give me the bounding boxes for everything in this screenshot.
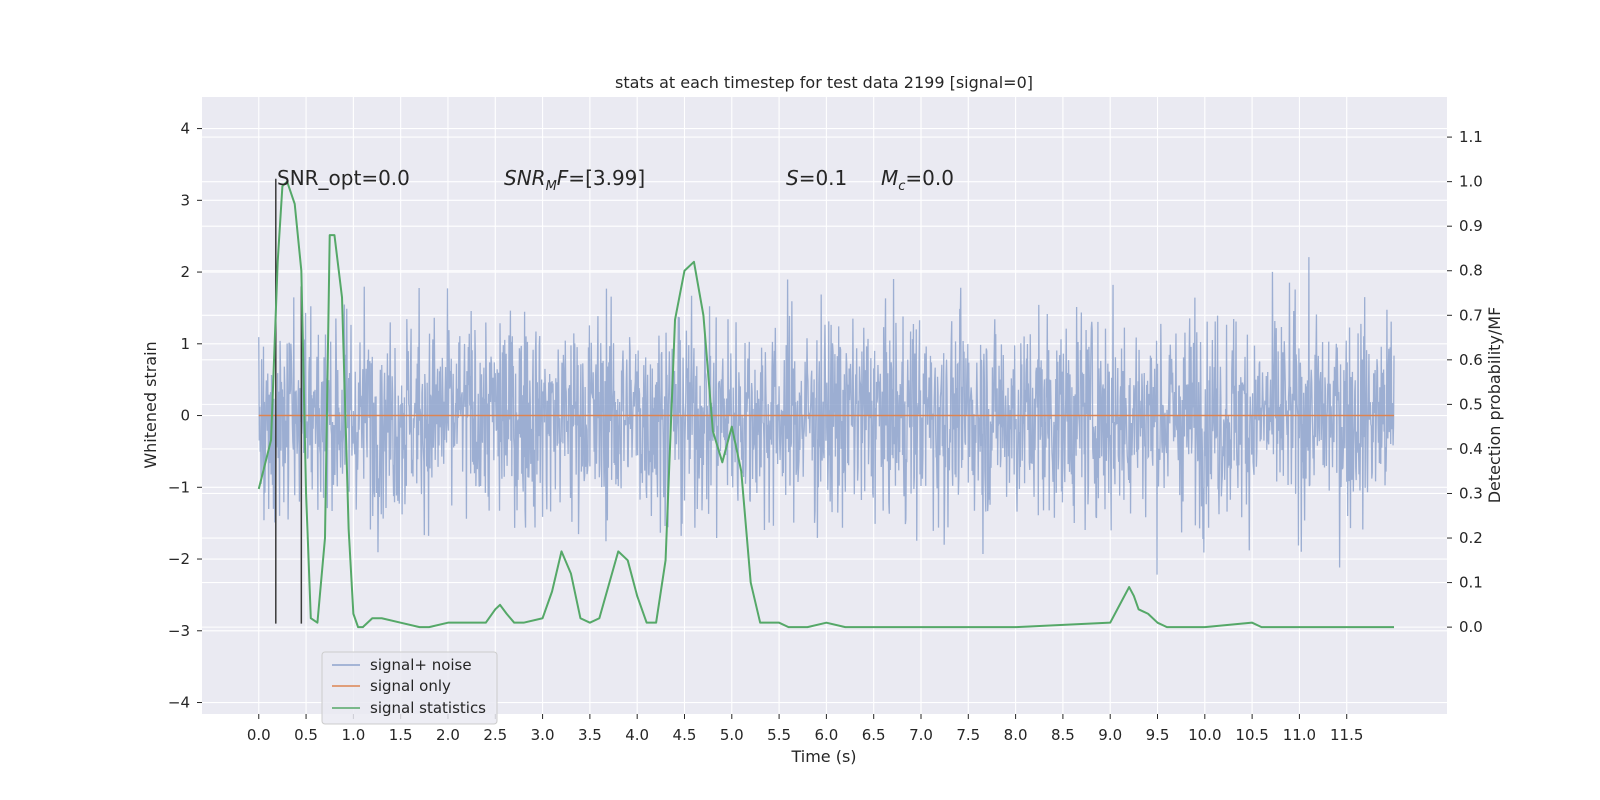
x-tick-label: 6.5 — [862, 726, 886, 744]
y-left-tick-label: −3 — [168, 622, 190, 640]
x-tick-labels: 0.0 0.5 1.0 1.5 2.0 2.5 3.0 3.5 4.0 4.5 5.0 5.5 6.0 6… — [247, 714, 1363, 744]
y-right-tick-labels: 0.0 0.1 0.2 0.3 0.4 0.5 0.6 0.7 0.8 0.9 1.0 1.1 — [1447, 128, 1483, 636]
y-axis-label-left: Whitened strain — [141, 341, 160, 468]
x-tick-label: 0.5 — [294, 726, 318, 744]
y-right-tick-label: 0.0 — [1459, 618, 1483, 636]
x-tick-label: 10.0 — [1188, 726, 1221, 744]
y-right-tick-label: 0.6 — [1459, 351, 1483, 369]
x-tick-label: 3.5 — [578, 726, 602, 744]
annotation-mc-value: =0.0 — [905, 166, 954, 190]
x-tick-label: 2.5 — [483, 726, 507, 744]
y-right-tick-label: 0.1 — [1459, 574, 1483, 592]
legend-label-signal-noise: signal+ noise — [370, 656, 472, 674]
annotation-snr-mf: SNRMF=[3.99] — [504, 166, 645, 194]
series-vertical-markers — [275, 178, 303, 624]
y-right-tick-label: 0.7 — [1459, 306, 1483, 324]
x-tick-label: 8.5 — [1051, 726, 1075, 744]
x-tick-label: 3.0 — [531, 726, 555, 744]
y-left-tick-label: 4 — [180, 120, 190, 138]
y-right-tick-label: 0.3 — [1459, 484, 1483, 502]
x-tick-label: 1.5 — [389, 726, 413, 744]
chart-title: stats at each timestep for test data 219… — [615, 73, 1033, 92]
y-left-tick-label: −4 — [168, 694, 190, 712]
x-tick-label: 9.0 — [1098, 726, 1122, 744]
x-tick-label: 7.5 — [956, 726, 980, 744]
x-tick-label: 9.5 — [1146, 726, 1170, 744]
x-tick-label: 0.0 — [247, 726, 271, 744]
x-tick-label: 11.5 — [1330, 726, 1363, 744]
x-tick-label: 7.0 — [909, 726, 933, 744]
y-left-tick-label: 3 — [180, 191, 190, 209]
legend-box — [321, 651, 498, 725]
legend-label-signal-only: signal only — [370, 677, 451, 695]
x-tick-label: 2.0 — [436, 726, 460, 744]
x-tick-label: 4.0 — [625, 726, 649, 744]
y-right-tick-label: 0.2 — [1459, 529, 1483, 547]
y-right-tick-label: 0.9 — [1459, 217, 1483, 235]
annotation-s-value: =0.1 — [799, 166, 848, 190]
series-line-signal-statistics — [257, 180, 1395, 629]
annotation-mc: Mc=0.0 — [881, 166, 954, 194]
y-right-tick-label: 0.4 — [1459, 440, 1483, 458]
y-right-tick-label: 1.1 — [1459, 128, 1483, 146]
annotation-s: S=0.1 — [786, 166, 847, 190]
y-left-tick-label: −1 — [168, 478, 190, 496]
y-right-tick-label: 0.5 — [1459, 395, 1483, 413]
y-axis-label-right: Detection probability/MF — [1485, 307, 1504, 504]
y-left-tick-label: −2 — [168, 550, 190, 568]
x-tick-label: 1.0 — [341, 726, 365, 744]
y-right-tick-label: 1.0 — [1459, 173, 1483, 191]
y-left-tick-labels: −4 −3 −2 −1 0 1 2 3 4 — [168, 120, 202, 712]
y-left-tick-label: 2 — [180, 263, 190, 281]
series-line-signal-noise — [258, 257, 1395, 575]
x-tick-label: 5.0 — [720, 726, 744, 744]
x-tick-label: 8.0 — [1004, 726, 1028, 744]
y-left-tick-label: 0 — [180, 407, 190, 425]
x-tick-label: 6.0 — [814, 726, 838, 744]
x-tick-label: 4.5 — [673, 726, 697, 744]
x-axis-label: Time (s) — [790, 747, 856, 766]
x-tick-label: 5.5 — [767, 726, 791, 744]
annotation-snr-opt: SNR_opt=0.0 — [277, 166, 410, 190]
x-tick-label: 10.5 — [1235, 726, 1268, 744]
legend-label-signal-statistics: signal statistics — [370, 699, 486, 717]
legend: signal+ noise signal only signal statist… — [321, 651, 498, 725]
series-signal-noise — [258, 257, 1395, 575]
series-signal-statistics — [257, 180, 1395, 629]
y-left-tick-label: 1 — [180, 335, 190, 353]
annotation-snr-mf-value: [3.99] — [585, 166, 645, 190]
x-tick-label: 11.0 — [1283, 726, 1316, 744]
y-right-tick-label: 0.8 — [1459, 262, 1483, 280]
